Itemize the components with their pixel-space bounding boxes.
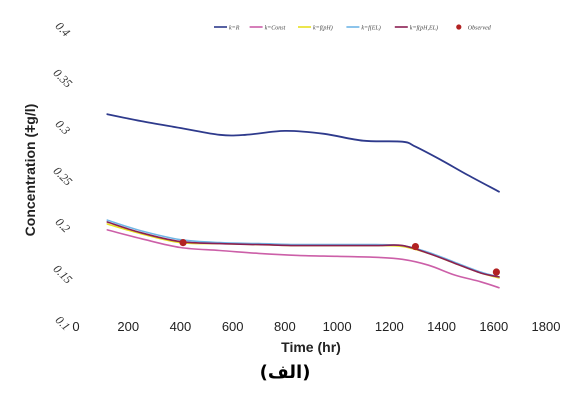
x-tick-label: 600 — [222, 319, 244, 334]
legend-label: k=f(pH,EL) — [410, 25, 438, 32]
series-lines — [106, 113, 500, 289]
observed-point — [492, 268, 500, 276]
y-tick-label: 0.35 — [50, 66, 75, 91]
observed-point — [411, 242, 420, 251]
legend-label: k=f(pH) — [313, 25, 333, 32]
x-tick-label: 800 — [274, 319, 296, 334]
x-tick-label: 1400 — [427, 319, 456, 334]
series-line — [106, 113, 500, 193]
legend-label: k=Const — [265, 26, 286, 32]
line-chart: 0.1 0.15 0.2 0.25 0.3 0.35 0.4 0 200 400 600 800 10… — [22, 8, 560, 355]
x-tick-label: 1000 — [323, 319, 352, 334]
legend-label: Observed — [468, 26, 492, 32]
observed-point — [179, 239, 187, 247]
y-tick-label: 0.25 — [50, 164, 75, 189]
legend-label: k=f(EL) — [361, 25, 380, 32]
series-line — [106, 229, 500, 289]
legend-label: k=R — [229, 26, 240, 32]
observed-points — [179, 239, 500, 276]
y-tick-label: 0.3 — [53, 117, 74, 138]
x-axis-ticks: 0 200 400 600 800 1000 1200 1400 1600 1800 — [72, 319, 560, 334]
figure-caption: (الف) — [259, 362, 311, 383]
legend: k=R k=Const k=f(pH) k=f(EL) k=f(pH,EL) Observ… — [214, 24, 492, 32]
y-axis-ticks: 0.1 0.15 0.2 0.25 0.3 0.35 0.4 — [50, 19, 75, 334]
y-tick-label: 0.2 — [53, 215, 74, 236]
x-tick-label: 1600 — [479, 319, 508, 334]
y-tick-label: 0.15 — [50, 262, 75, 287]
x-tick-label: 1200 — [375, 319, 404, 334]
x-tick-label: 200 — [117, 319, 139, 334]
x-tick-label: 0 — [72, 319, 79, 334]
x-axis-label: Time (hr) — [281, 339, 341, 355]
plot-area — [76, 8, 546, 310]
y-axis-label: Concentration (ǂg/l) — [22, 104, 38, 237]
x-tick-label: 400 — [170, 319, 192, 334]
x-tick-label: 1800 — [532, 319, 561, 334]
y-tick-label: 0.4 — [53, 19, 74, 40]
legend-marker — [456, 24, 462, 30]
series-line — [106, 219, 500, 278]
y-tick-label: 0.1 — [53, 313, 74, 334]
